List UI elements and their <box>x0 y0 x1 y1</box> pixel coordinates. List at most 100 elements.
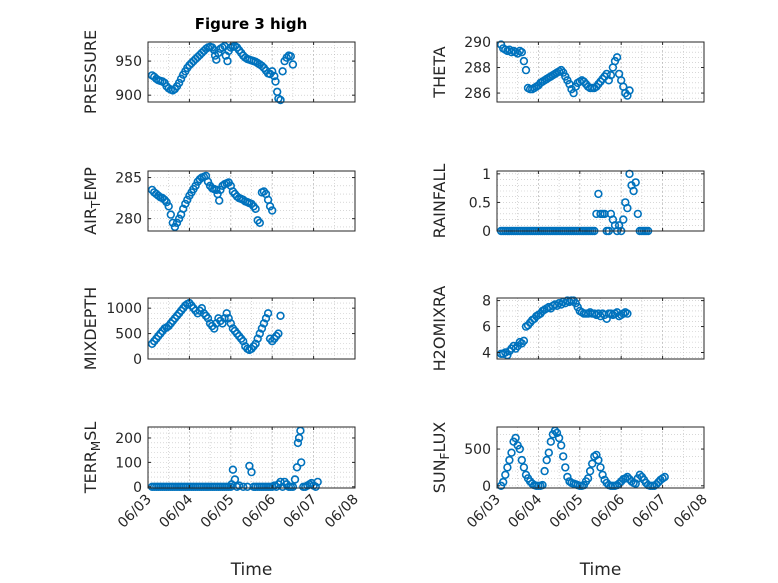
data-point <box>224 314 233 323</box>
x-tick-label: 06/07 <box>281 492 321 532</box>
data-point <box>544 448 553 457</box>
data-point <box>251 339 260 348</box>
y-axis-label-mixdepth: MIXDEPTH <box>81 287 100 370</box>
data-point <box>563 472 572 482</box>
data-point <box>623 309 632 318</box>
data-point <box>542 455 551 465</box>
data-point <box>288 482 298 491</box>
y-tick-label: 900 <box>115 88 142 104</box>
data-point <box>253 334 262 343</box>
data-point <box>220 314 229 323</box>
data-point <box>594 189 603 199</box>
y-axis-label-sun-flux: SUNFLUX <box>430 422 452 494</box>
data-point <box>604 76 613 85</box>
data-point <box>660 472 669 482</box>
axes-box <box>147 41 356 103</box>
y-tick-label: 280 <box>115 212 142 228</box>
data-point <box>540 466 549 476</box>
data-point <box>592 450 601 460</box>
data-point <box>612 53 622 62</box>
data-point <box>274 329 283 338</box>
data-point <box>216 185 225 195</box>
y-tick-label: 290 <box>464 35 491 51</box>
data-point <box>276 311 285 320</box>
data-point <box>501 470 510 479</box>
y-tick-label: 1000 <box>106 301 142 317</box>
axes-box <box>147 297 356 360</box>
x-tick-label: 06/05 <box>547 492 587 532</box>
data-point <box>239 337 248 346</box>
data-point <box>270 71 279 81</box>
y-tick-label: 500 <box>464 442 491 458</box>
x-tick-label: 06/06 <box>239 491 279 531</box>
y-tick-label: 285 <box>115 171 142 187</box>
data-point <box>561 463 570 472</box>
data-point <box>195 175 205 184</box>
y-tick-label: 0 <box>482 224 491 240</box>
x-axis-label: Time <box>579 560 622 580</box>
data-point <box>214 48 223 58</box>
y-tick-label: 4 <box>482 346 491 362</box>
data-point <box>234 481 244 490</box>
data-point <box>176 74 186 84</box>
y-axis-label-terr-msl: TERRMSL <box>81 422 103 495</box>
data-point <box>251 204 260 214</box>
y-tick-label: 8 <box>482 294 491 310</box>
data-point <box>619 215 628 224</box>
data-point <box>313 477 322 487</box>
data-point <box>263 309 273 318</box>
data-point <box>268 206 277 215</box>
data-point <box>197 304 207 313</box>
data-point <box>174 78 184 88</box>
data-point <box>596 463 605 472</box>
x-axis-label: Time <box>230 560 273 580</box>
data-point <box>507 448 516 457</box>
y-axis-label-pressure: PRESSURE <box>81 30 100 114</box>
x-tick-label: 06/03 <box>464 492 504 532</box>
data-point <box>228 465 238 474</box>
data-point <box>276 95 285 105</box>
data-point <box>172 218 182 228</box>
y-tick-label: 950 <box>115 54 142 70</box>
axes-box <box>496 170 705 232</box>
data-point <box>223 56 232 66</box>
data-point <box>288 60 298 69</box>
data-point <box>257 324 267 333</box>
y-axis-label-h2omixra: H2OMIXRA <box>430 286 449 372</box>
data-point <box>614 479 624 488</box>
data-point <box>261 314 271 323</box>
data-point <box>265 202 275 211</box>
data-point <box>210 324 219 333</box>
data-point <box>583 474 593 483</box>
y-axis-label-theta: THETA <box>430 46 449 98</box>
y-tick-label: 0 <box>133 352 142 368</box>
data-point <box>181 199 190 209</box>
data-point <box>247 467 256 477</box>
axes-box <box>147 426 356 489</box>
figure-title: Figure 3 high <box>195 15 308 33</box>
x-tick-label: 06/08 <box>322 492 362 532</box>
data-point <box>635 470 644 479</box>
data-point <box>515 444 524 454</box>
axes-box <box>496 41 705 103</box>
y-tick-label: 0.5 <box>469 195 491 211</box>
data-point <box>230 475 240 484</box>
data-point <box>521 65 531 75</box>
data-point <box>517 47 526 57</box>
data-point <box>598 470 607 479</box>
data-point <box>257 61 267 71</box>
data-point <box>519 56 529 66</box>
axes-box <box>496 297 705 360</box>
y-axis-label-air-temp: AIRTEMP <box>81 167 103 235</box>
x-tick-label: 06/04 <box>156 491 196 531</box>
data-point <box>587 459 597 468</box>
data-point <box>166 210 176 219</box>
y-tick-label: 286 <box>464 86 491 102</box>
x-tick-label: 06/04 <box>505 491 545 531</box>
data-point <box>203 314 213 323</box>
data-point <box>174 214 184 223</box>
data-point <box>203 177 213 186</box>
axes-box <box>496 426 705 489</box>
y-tick-label: 288 <box>464 61 491 77</box>
data-point <box>606 70 616 80</box>
